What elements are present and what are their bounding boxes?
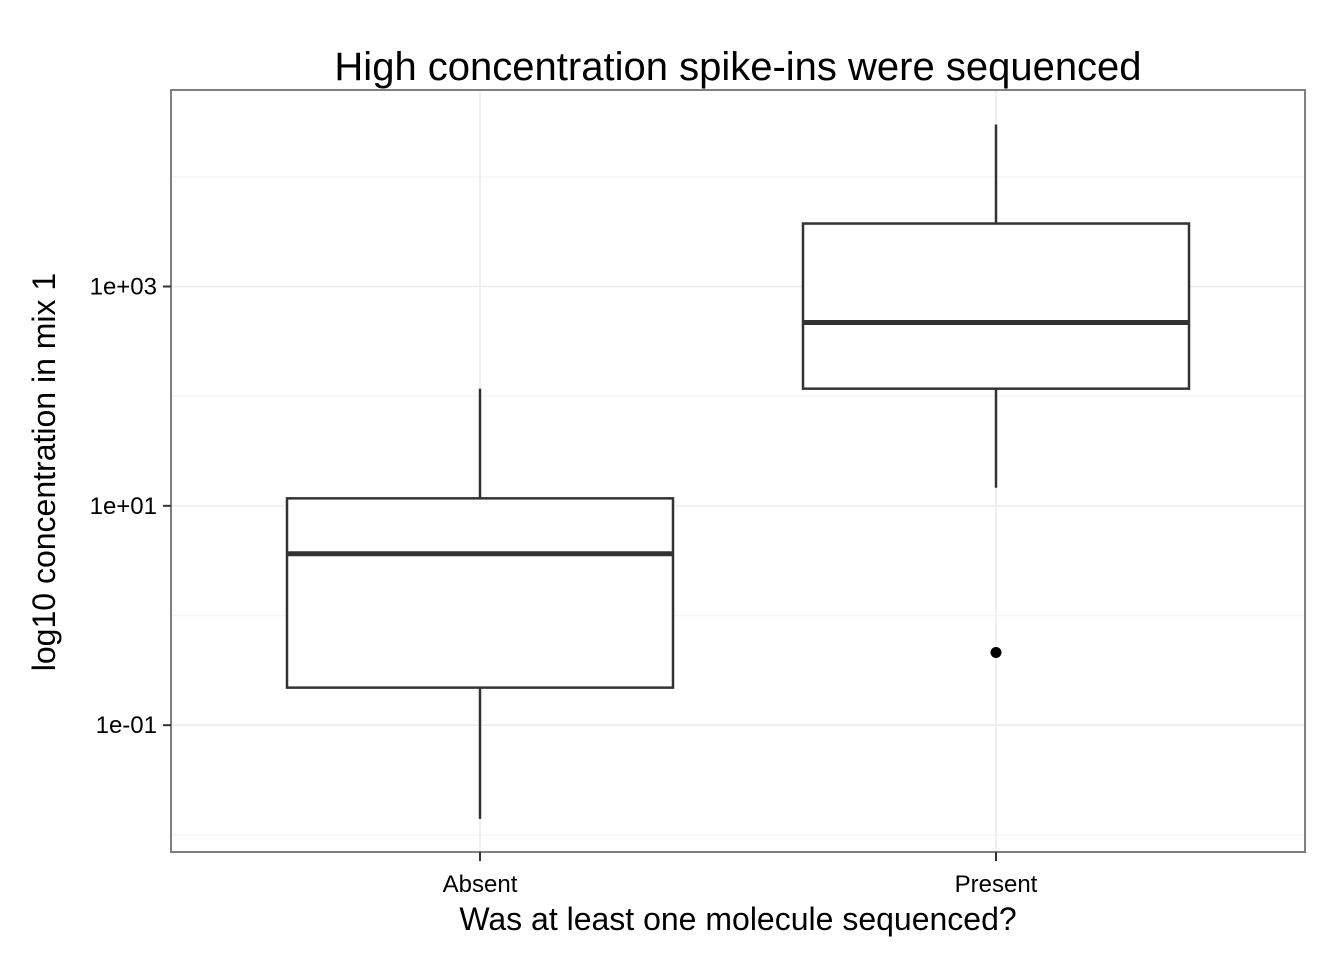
- box-iqr: [801, 222, 1191, 390]
- x-tick-label: Present: [955, 871, 1038, 898]
- y-tick-label: 1e+01: [90, 493, 157, 520]
- axes: 1e-01 1e+01 1e+03 Absent Present: [90, 273, 1038, 898]
- box-absent: [285, 388, 675, 819]
- box-iqr: [285, 497, 675, 689]
- panel-border: [170, 89, 1306, 853]
- box-present: [801, 124, 1191, 658]
- grid: [171, 90, 1305, 852]
- y-axis-title: log10 concentration in mix 1: [26, 273, 62, 671]
- outlier-point: [990, 646, 1002, 658]
- y-tick-label: 1e-01: [96, 712, 157, 739]
- y-tick-label: 1e+03: [90, 273, 157, 300]
- x-axis-title: Was at least one molecule sequenced?: [459, 901, 1016, 937]
- x-tick-label: Absent: [443, 871, 518, 898]
- chart-title: High concentration spike-ins were sequen…: [334, 45, 1141, 89]
- plot-area: [285, 124, 1191, 819]
